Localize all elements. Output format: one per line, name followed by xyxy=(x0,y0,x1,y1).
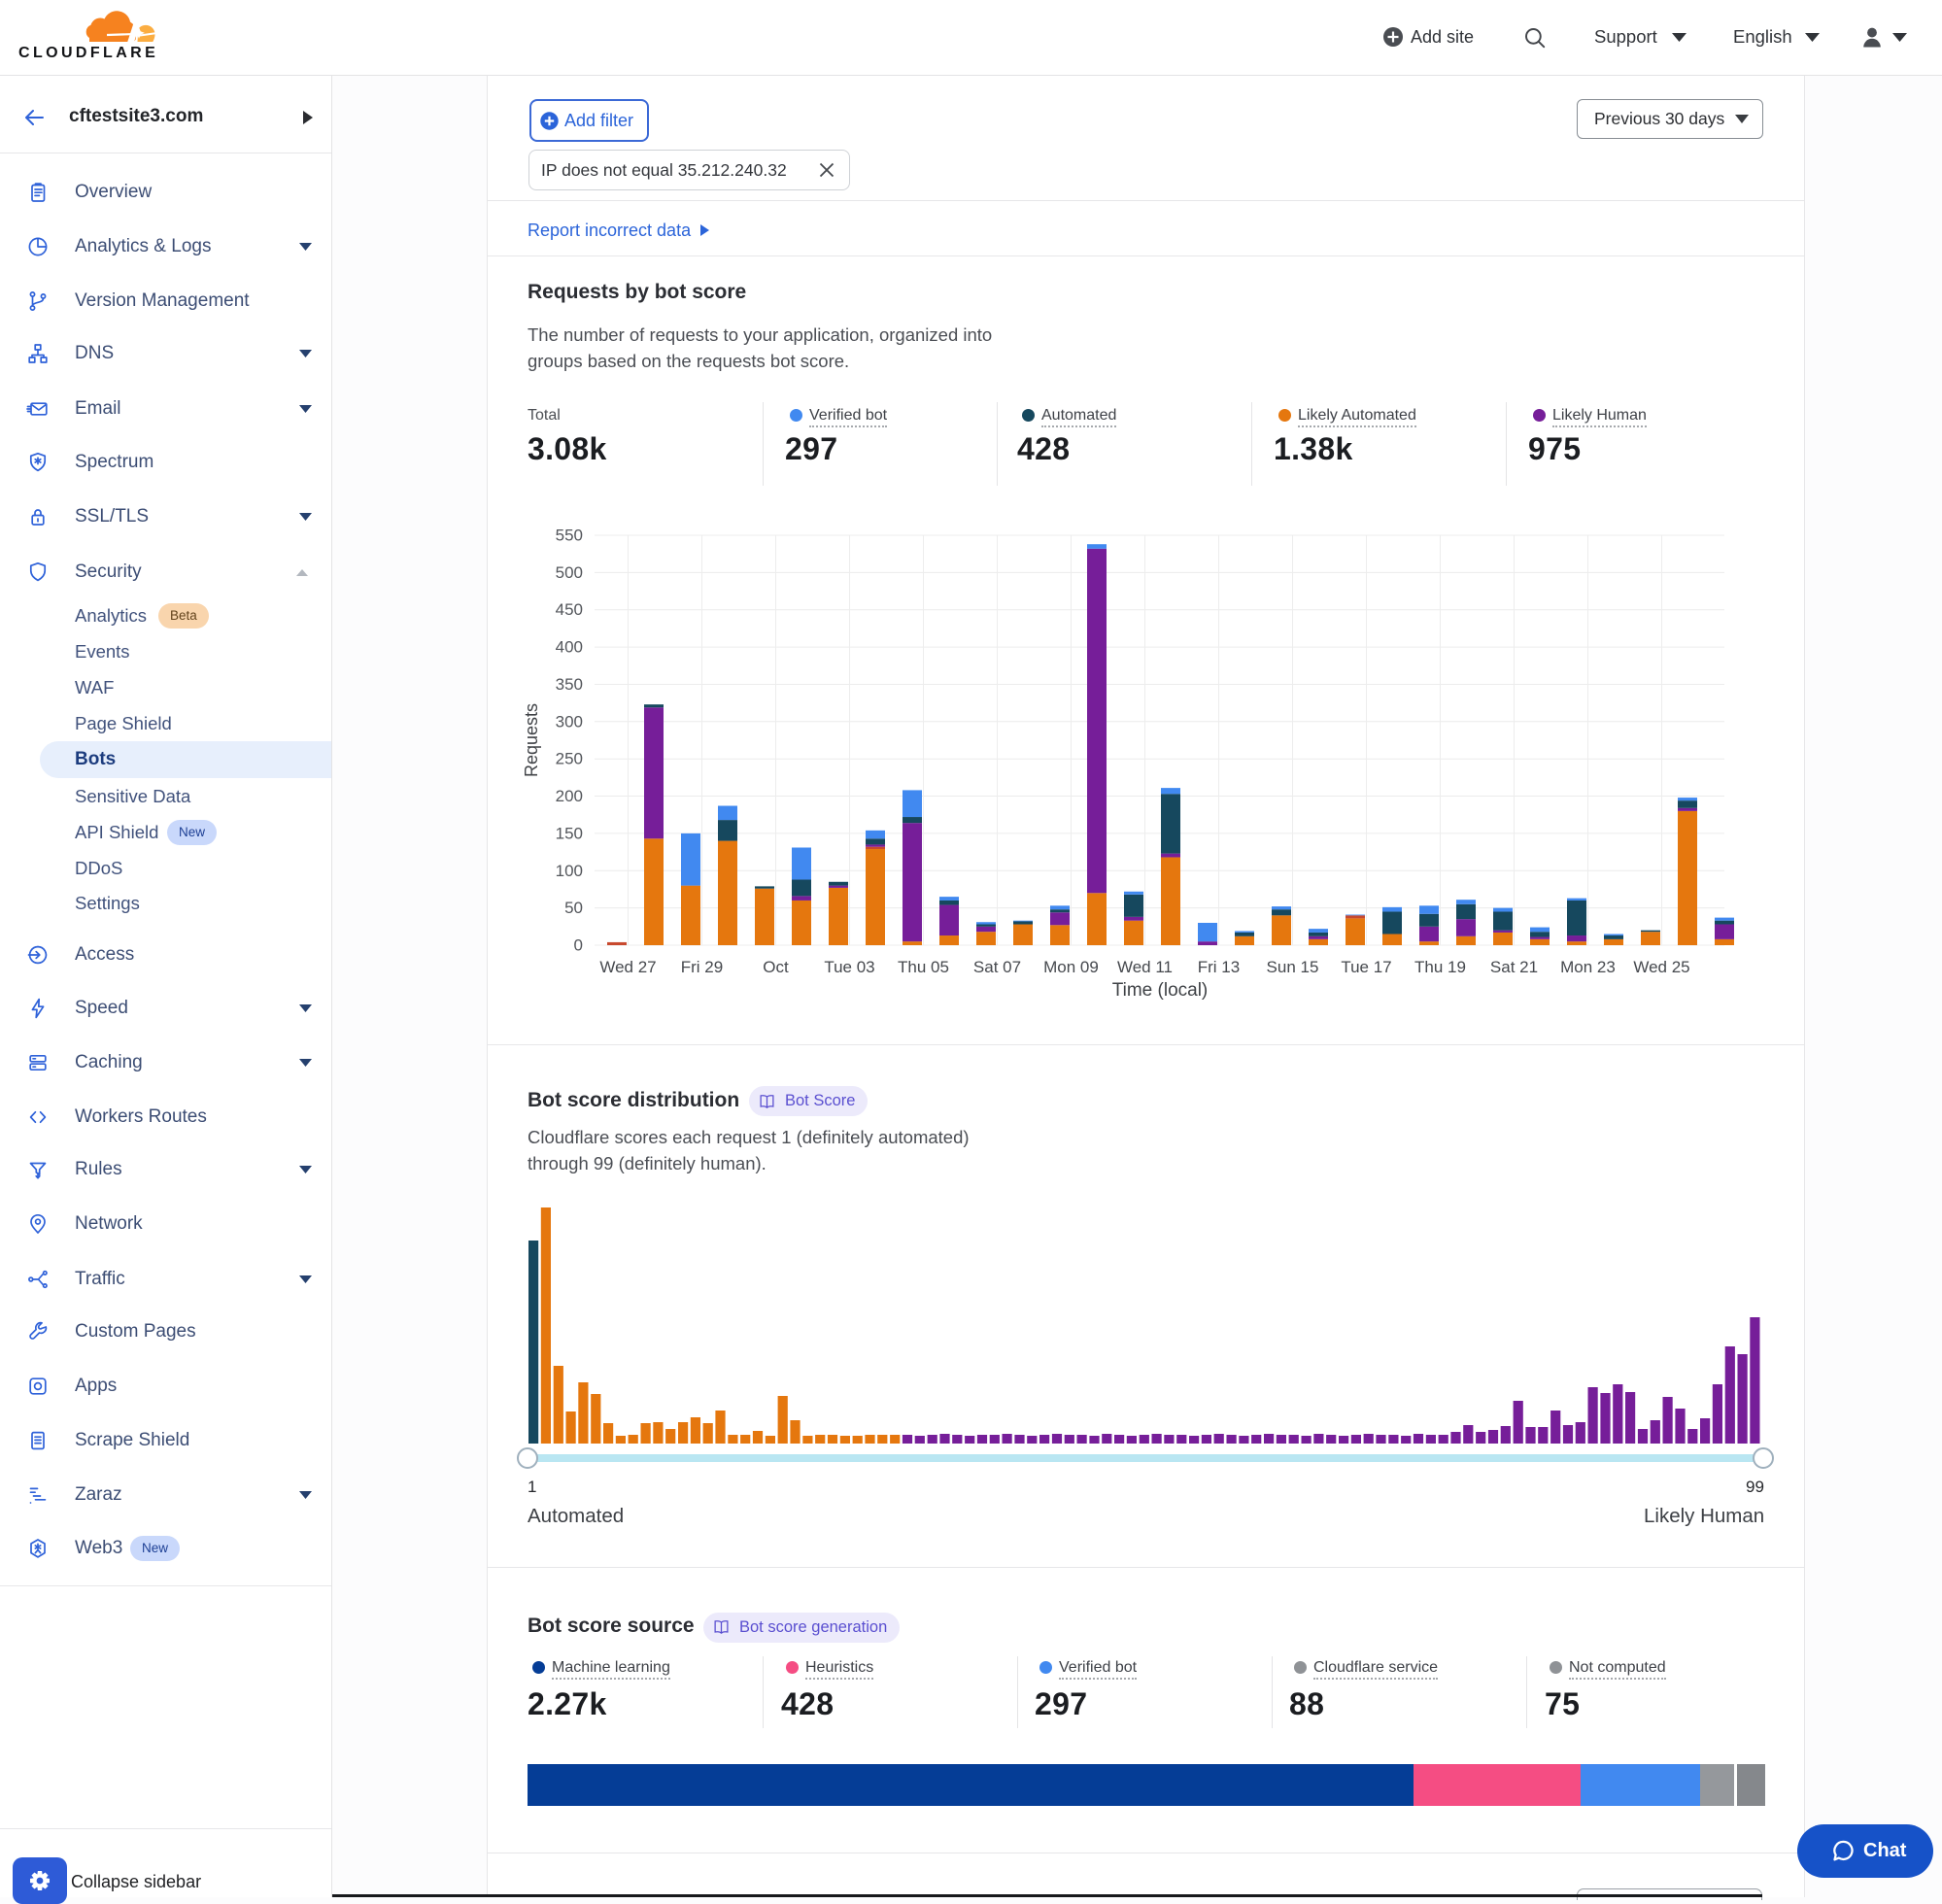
svg-text:550: 550 xyxy=(556,527,583,545)
svg-text:150: 150 xyxy=(556,824,583,842)
svg-text:Requests: Requests xyxy=(522,703,541,777)
svg-text:Oct: Oct xyxy=(763,958,789,976)
svg-text:Sat 07: Sat 07 xyxy=(973,958,1021,976)
svg-text:0: 0 xyxy=(574,936,583,955)
svg-text:Wed 27: Wed 27 xyxy=(599,958,656,976)
svg-text:Fri 29: Fri 29 xyxy=(681,958,723,976)
svg-text:Fri 13: Fri 13 xyxy=(1198,958,1240,976)
svg-text:Thu 05: Thu 05 xyxy=(898,958,949,976)
svg-text:Mon 09: Mon 09 xyxy=(1043,958,1099,976)
svg-text:Sat 21: Sat 21 xyxy=(1490,958,1538,976)
svg-text:250: 250 xyxy=(556,750,583,768)
svg-text:Tue 03: Tue 03 xyxy=(824,958,874,976)
svg-text:400: 400 xyxy=(556,638,583,657)
svg-text:200: 200 xyxy=(556,787,583,805)
svg-text:300: 300 xyxy=(556,712,583,731)
svg-text:Tue 17: Tue 17 xyxy=(1341,958,1391,976)
svg-text:Time (local): Time (local) xyxy=(1112,980,1209,1001)
svg-text:500: 500 xyxy=(556,563,583,582)
svg-text:50: 50 xyxy=(564,899,583,917)
svg-text:Wed 25: Wed 25 xyxy=(1633,958,1689,976)
svg-text:Wed 11: Wed 11 xyxy=(1117,958,1173,976)
svg-text:Thu 19: Thu 19 xyxy=(1414,958,1466,976)
svg-text:350: 350 xyxy=(556,675,583,694)
svg-text:Mon 23: Mon 23 xyxy=(1560,958,1616,976)
svg-text:100: 100 xyxy=(556,862,583,880)
svg-text:450: 450 xyxy=(556,600,583,619)
svg-text:Sun 15: Sun 15 xyxy=(1267,958,1319,976)
